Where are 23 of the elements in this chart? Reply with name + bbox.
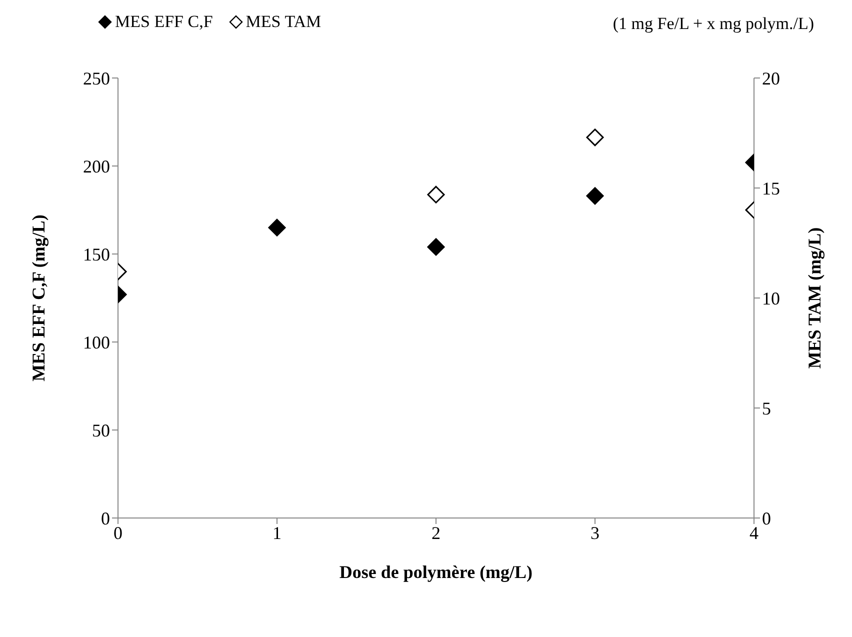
x-tick-label: 3 [590, 522, 600, 543]
text: (1 mg Fe/L + x mg polym./L) [612, 14, 814, 34]
y2-tick-label: 5 [762, 398, 771, 418]
y-tick-label: 250 [83, 68, 110, 88]
x-axis-title: Dose de polymère (mg/L) [339, 562, 533, 582]
y-tick-label: 150 [83, 244, 110, 264]
y-tick-label: 100 [83, 332, 110, 352]
y-axis-title: MES EFF C,F (mg/L) [28, 214, 48, 382]
y-tick-label: 200 [83, 156, 110, 176]
legend-label: MES EFF C,F [115, 12, 213, 32]
x-tick-label: 0 [114, 522, 122, 543]
x-tick-label: 4 [750, 522, 758, 543]
y2-axis-title: MES TAM (mg/L) [804, 227, 824, 369]
point [427, 238, 445, 256]
y2-tick-label: 10 [762, 288, 780, 308]
x-tick-label: 1 [272, 522, 282, 543]
y-tick-label: 0 [101, 508, 110, 528]
y2-tick-label: 15 [762, 178, 780, 198]
legend-label: MES TAM [246, 12, 322, 32]
y2-tick-label: 0 [762, 508, 771, 528]
y2-tick-label: 20 [762, 68, 780, 88]
x-tick-label: 2 [432, 522, 440, 543]
y-tick-label: 50 [92, 420, 110, 440]
